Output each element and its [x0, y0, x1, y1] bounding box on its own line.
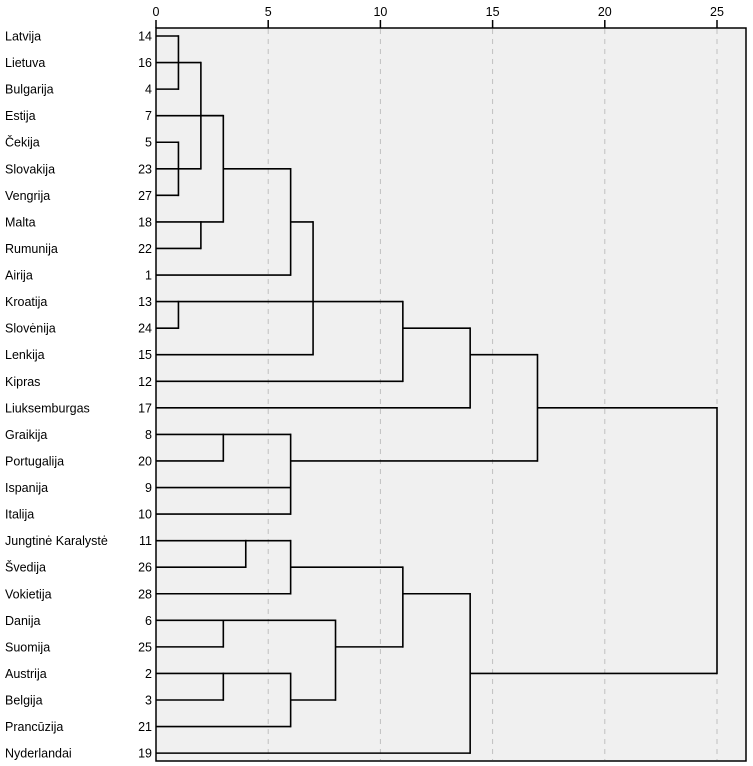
leaf-case-number: 4 — [145, 83, 152, 97]
leaf-case-number: 10 — [138, 508, 152, 522]
leaf-label: Kipras — [5, 375, 40, 389]
plot-area — [155, 27, 747, 762]
leaf-label: Lenkija — [5, 348, 45, 362]
leaf-case-number: 15 — [138, 348, 152, 362]
leaf-label: Ispanija — [5, 481, 48, 495]
leaf-label: Čekija — [5, 135, 40, 150]
leaf-case-number: 22 — [138, 242, 152, 256]
leaf-case-number: 20 — [138, 454, 152, 468]
leaf-case-number: 1 — [145, 269, 152, 283]
leaf-label: Austrija — [5, 667, 47, 681]
leaf-case-number: 13 — [138, 295, 152, 309]
leaf-case-number: 28 — [138, 587, 152, 601]
leaf-label: Slovakija — [5, 162, 55, 176]
leaf-label: Vokietija — [5, 587, 52, 601]
leaf-case-number: 11 — [139, 534, 152, 548]
leaf-label: Rumunija — [5, 242, 58, 256]
leaf-case-number: 25 — [138, 640, 152, 654]
leaf-case-number: 24 — [138, 322, 152, 336]
leaf-label: Lietuva — [5, 56, 45, 70]
leaf-case-number: 5 — [145, 136, 152, 150]
leaf-label: Kroatija — [5, 295, 47, 309]
leaf-label: Prancūzija — [5, 720, 63, 734]
leaf-case-number: 6 — [145, 614, 152, 628]
leaf-label: Latvija — [5, 30, 41, 44]
leaf-case-number: 7 — [145, 109, 152, 123]
leaf-case-number: 14 — [138, 30, 152, 44]
leaf-label: Jungtinė Karalystė — [5, 534, 108, 548]
leaf-case-number: 3 — [145, 694, 152, 708]
leaf-case-number: 2 — [145, 667, 152, 681]
leaf-case-number: 19 — [138, 747, 152, 761]
x-tick-label: 25 — [710, 5, 724, 19]
leaf-case-number: 8 — [145, 428, 152, 442]
leaf-case-number: 26 — [138, 561, 152, 575]
leaf-case-number: 27 — [138, 189, 152, 203]
leaf-case-number: 17 — [138, 401, 152, 415]
leaf-label: Graikija — [5, 428, 47, 442]
leaf-label: Nyderlandai — [5, 747, 72, 761]
x-tick-label: 5 — [265, 5, 272, 19]
leaf-case-number: 18 — [138, 215, 152, 229]
leaf-case-number: 21 — [138, 720, 152, 734]
leaf-case-number: 23 — [138, 162, 152, 176]
leaf-label: Slovėnija — [5, 322, 56, 336]
leaf-label: Danija — [5, 614, 40, 628]
leaf-label: Suomija — [5, 640, 50, 654]
leaf-label: Belgija — [5, 694, 43, 708]
leaf-label: Portugalija — [5, 454, 64, 468]
leaf-label: Estija — [5, 109, 36, 123]
leaf-label: Vengrija — [5, 189, 50, 203]
leaf-label: Italija — [5, 508, 34, 522]
x-tick-label: 20 — [598, 5, 612, 19]
x-tick-label: 15 — [486, 5, 500, 19]
x-tick-label: 10 — [373, 5, 387, 19]
x-tick-label: 0 — [153, 5, 160, 19]
leaf-case-number: 12 — [138, 375, 152, 389]
leaf-label: Liuksemburgas — [5, 401, 90, 415]
leaf-case-number: 16 — [138, 56, 152, 70]
leaf-label: Bulgarija — [5, 83, 54, 97]
leaf-label: Airija — [5, 269, 33, 283]
leaf-label: Malta — [5, 215, 36, 229]
leaf-label: Švedija — [5, 560, 46, 575]
leaf-case-number: 9 — [145, 481, 152, 495]
